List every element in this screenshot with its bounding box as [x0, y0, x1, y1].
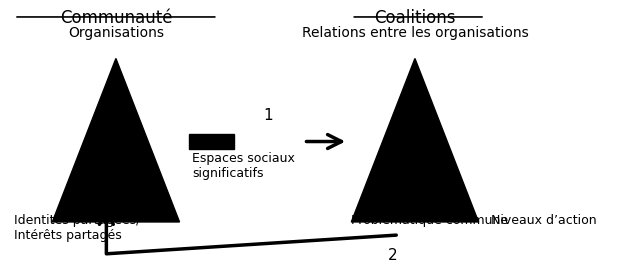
Text: 1: 1 [264, 108, 273, 123]
Polygon shape [52, 58, 180, 222]
Bar [189, 134, 234, 149]
Text: Organisations: Organisations [68, 26, 164, 40]
Text: 2: 2 [388, 248, 397, 263]
Text: Relations entre les organisations: Relations entre les organisations [302, 26, 528, 40]
Text: Coalitions: Coalitions [374, 9, 456, 27]
Text: Communauté: Communauté [59, 9, 172, 27]
Text: Espaces sociaux
significatifs: Espaces sociaux significatifs [192, 152, 295, 180]
FancyArrowPatch shape [100, 210, 396, 254]
Text: Problématique commune: Problématique commune [351, 214, 509, 227]
Text: Niveaux d’action: Niveaux d’action [491, 214, 597, 227]
Text: Identités partagées/
Intérêts partagés: Identités partagées/ Intérêts partagés [14, 214, 141, 242]
Polygon shape [351, 58, 479, 222]
